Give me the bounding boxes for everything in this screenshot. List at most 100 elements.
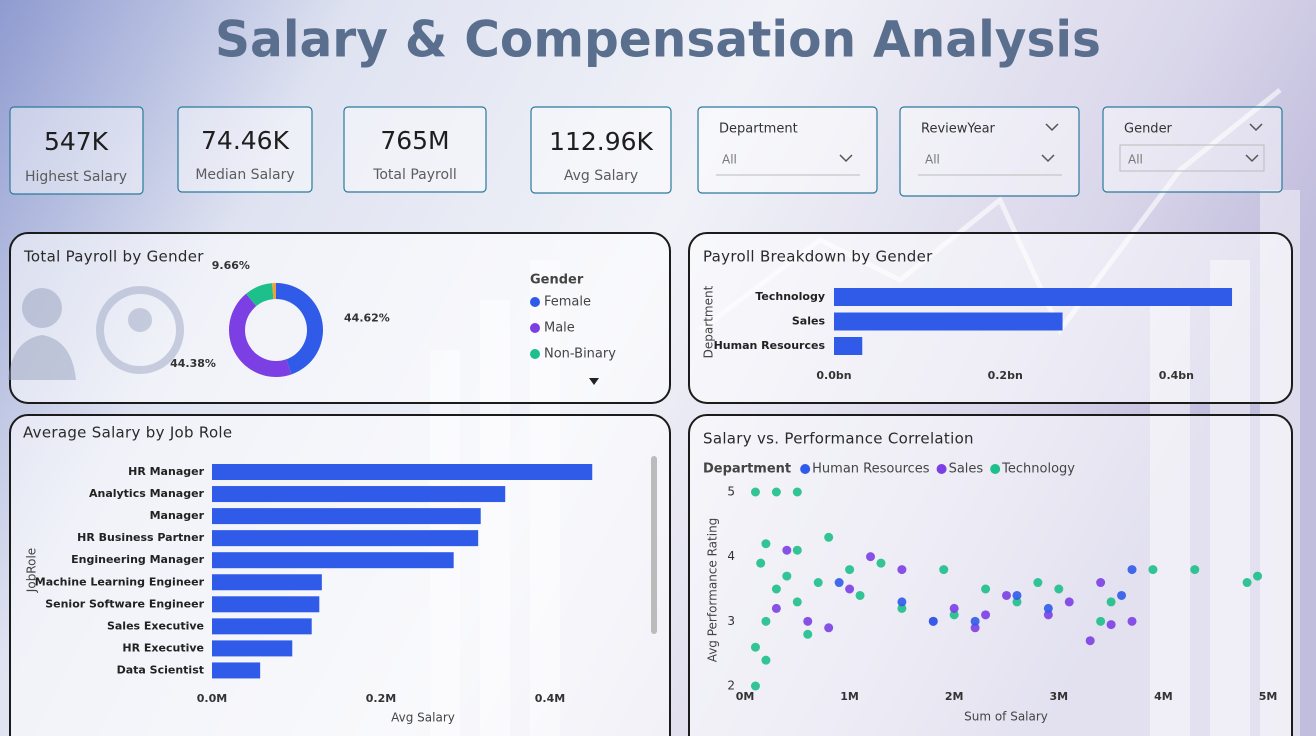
slicer-value[interactable]: All [1128,153,1143,167]
scatter-point [876,558,886,568]
scrollbar[interactable] [651,456,657,634]
legend-scroll-arrow[interactable] [589,378,599,385]
scatter-point [928,616,938,626]
scatter-point [1096,616,1106,626]
kpi-value: 74.46K [201,126,290,155]
scatter-point [761,655,771,665]
person-icon [8,288,76,380]
y-tick-label: Engineering Manager [71,553,204,566]
slicer[interactable]: Gender All [1102,106,1283,193]
y-tick-label: HR Business Partner [77,531,204,544]
bar [212,486,506,503]
scatter-point [981,610,991,620]
scatter-point [813,578,823,588]
y-tick-label: Sales [792,315,826,328]
y-tick-label: Human Resources [714,339,826,352]
legend-marker [530,323,540,333]
dashboard-title: Salary & Compensation Analysis [215,11,1101,69]
card-frame [177,106,313,193]
scatter-point [949,603,959,613]
kpi-card: 547K Highest Salary [9,106,144,195]
bar [212,464,593,480]
slicer-label: Gender [1124,122,1173,137]
scatter-point [1148,565,1158,575]
donut-slice [276,283,323,375]
bar [212,640,293,657]
bar [212,552,454,569]
donut-slice [229,293,292,377]
x-tick-label: 0.4bn [1159,369,1194,382]
x-tick-label: 5M [1259,690,1278,703]
bar [212,508,481,525]
scatter-point [1096,578,1106,588]
x-tick-label: 4M [1154,690,1173,703]
scatter-point [897,565,907,575]
legend-marker [800,464,811,474]
legend-label: Sales [949,462,984,477]
legend-title: Gender [530,273,584,288]
slicer[interactable]: Department All [697,106,878,194]
scatter-point [824,623,834,633]
scatter-point [771,584,781,594]
legend-label: Non-Binary [544,347,616,362]
y-tick-label: Sales Executive [107,619,204,632]
card-frame [9,106,144,195]
donut-slice [272,283,276,300]
scatter-point [1190,565,1200,575]
slicer-label: Department [719,122,798,137]
x-tick-label: 3M [1049,690,1068,703]
scatter-point [782,545,792,555]
x-tick-label: 0.2M [366,692,396,705]
legend-label: Female [544,295,591,310]
collapse-chevron[interactable] [1249,123,1263,132]
dropdown-chevron[interactable] [1245,154,1259,163]
scatter-point [834,578,844,588]
kpi-value: 112.96K [549,127,653,156]
legend-label: Human Resources [812,462,930,477]
scatter-point [750,642,760,652]
bar [212,530,479,547]
scatter-point [803,616,813,626]
slicer-value[interactable]: All [925,153,940,167]
chart-title: Salary vs. Performance Correlation [703,430,974,448]
scatter-point [1054,584,1064,594]
slicer-value[interactable]: All [722,153,737,167]
bar [212,596,320,613]
scatter-point [1064,597,1074,607]
chart-title: Average Salary by Job Role [23,424,232,442]
scatter-point [750,681,760,691]
legend-marker [990,464,1001,474]
collapse-chevron[interactable] [1045,123,1059,132]
x-tick-label: 2M [945,690,964,703]
x-axis-title: Sum of Salary [964,710,1048,724]
scatter-point [1106,597,1116,607]
scatter-point [782,571,792,581]
scatter-point [1127,565,1137,575]
dropdown-chevron[interactable] [1041,154,1055,163]
scatter-point [949,610,959,620]
bar [834,288,1233,306]
scatter-point [1033,578,1043,588]
scatter-point [845,584,855,594]
slicer[interactable]: ReviewYear All [899,106,1080,197]
scatter-point [1253,571,1263,581]
kpi-value: 547K [44,127,109,156]
legend-marker [936,464,947,474]
person-icon [96,286,184,374]
legend-label: Technology [1001,462,1075,477]
slicer-frame [899,106,1080,197]
scatter-point [761,539,771,549]
scatter-point [1002,590,1011,600]
scatter-point [1043,603,1053,613]
scatter-point [1127,616,1137,626]
scatter-point [792,545,802,555]
x-axis-title: Avg Salary [391,711,455,725]
person-icon [128,308,152,332]
kpi-value: 765M [380,126,449,155]
kpi-label: Total Payroll [372,167,457,183]
data-label: 44.62% [344,311,390,324]
scatter-point [970,623,980,633]
dropdown-chevron[interactable] [839,154,853,163]
y-tick-label: 3 [727,614,735,628]
